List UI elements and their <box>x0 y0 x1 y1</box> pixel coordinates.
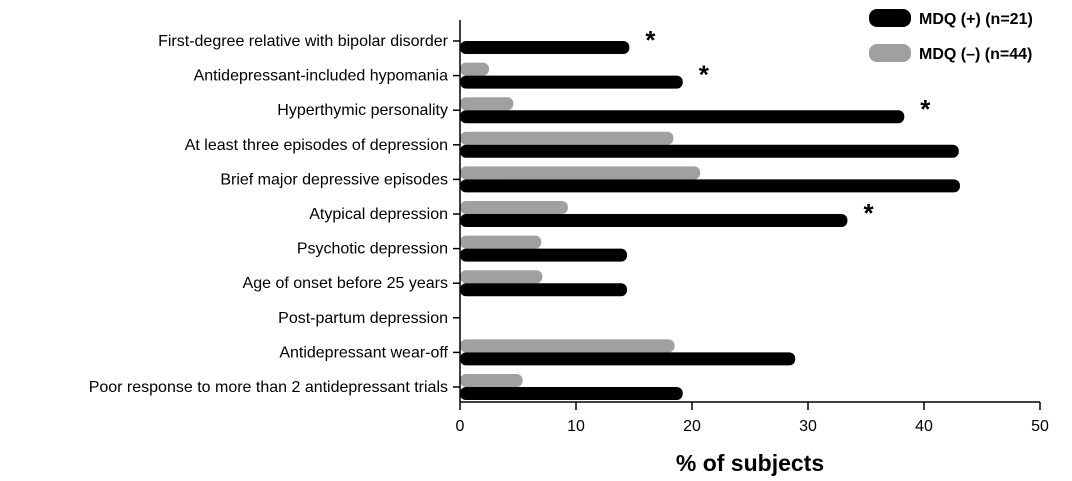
bar-mdq-negative <box>460 270 543 284</box>
bar-mdq-positive <box>460 387 683 400</box>
category-labels: First-degree relative with bipolar disor… <box>89 33 449 396</box>
y-axis-ticks <box>453 40 460 388</box>
bar-mdq-positive <box>460 179 960 193</box>
bar-mdq-positive <box>460 75 683 89</box>
series-mdq-negative-bars <box>460 62 701 387</box>
x-tick-label: 50 <box>1031 418 1049 435</box>
legend-label-mdq-negative: MDQ (–) (n=44) <box>919 46 1032 63</box>
bar-mdq-negative <box>460 131 674 145</box>
bar-mdq-negative <box>460 235 542 249</box>
category-label: Age of onset before 25 years <box>243 275 448 292</box>
bar-mdq-positive <box>460 110 905 124</box>
significance-star: * <box>920 94 931 124</box>
category-label: Antidepressant-included hypomania <box>194 68 448 85</box>
bar-mdq-positive <box>460 248 628 262</box>
legend-swatch-mdq-negative <box>869 44 911 62</box>
x-tick-label: 10 <box>567 418 585 435</box>
category-label: Psychotic depression <box>297 241 448 258</box>
bar-mdq-positive <box>460 144 959 158</box>
significance-markers: * * * * <box>645 25 931 228</box>
bar-mdq-negative <box>460 97 514 111</box>
category-label: Brief major depressive episodes <box>220 171 448 188</box>
bar-mdq-negative <box>460 339 675 353</box>
bar-mdq-positive <box>460 214 848 227</box>
category-label: Atypical depression <box>309 206 448 223</box>
category-label: At least three episodes of depression <box>185 137 448 154</box>
bar-mdq-negative <box>460 62 489 76</box>
x-axis-ticks: 0 10 20 30 40 50 <box>456 402 1049 435</box>
category-label: First-degree relative with bipolar disor… <box>158 33 449 50</box>
x-axis-title: % of subjects <box>676 450 824 476</box>
bar-mdq-negative <box>460 166 701 180</box>
bar-mdq-positive <box>460 283 628 297</box>
significance-star: * <box>645 25 656 55</box>
significance-star: * <box>863 198 874 228</box>
category-label: Hyperthymic personality <box>277 102 448 119</box>
category-label: Antidepressant wear-off <box>279 344 448 361</box>
bar-mdq-positive <box>460 352 796 366</box>
legend: MDQ (+) (n=21) MDQ (–) (n=44) <box>869 9 1033 63</box>
legend-swatch-mdq-positive <box>869 9 911 27</box>
category-label: Post-partum depression <box>278 310 448 327</box>
x-tick-label: 30 <box>799 418 817 435</box>
bar-mdq-negative <box>460 201 568 214</box>
category-label: Poor response to more than 2 antidepress… <box>89 379 448 396</box>
x-tick-label: 40 <box>915 418 933 435</box>
legend-label-mdq-positive: MDQ (+) (n=21) <box>919 11 1033 28</box>
x-tick-label: 0 <box>456 418 465 435</box>
bar-mdq-negative <box>460 374 523 387</box>
series-mdq-positive-bars <box>460 41 960 400</box>
bar-mdq-positive <box>460 41 630 54</box>
significance-star: * <box>699 60 710 90</box>
x-tick-label: 20 <box>683 418 701 435</box>
